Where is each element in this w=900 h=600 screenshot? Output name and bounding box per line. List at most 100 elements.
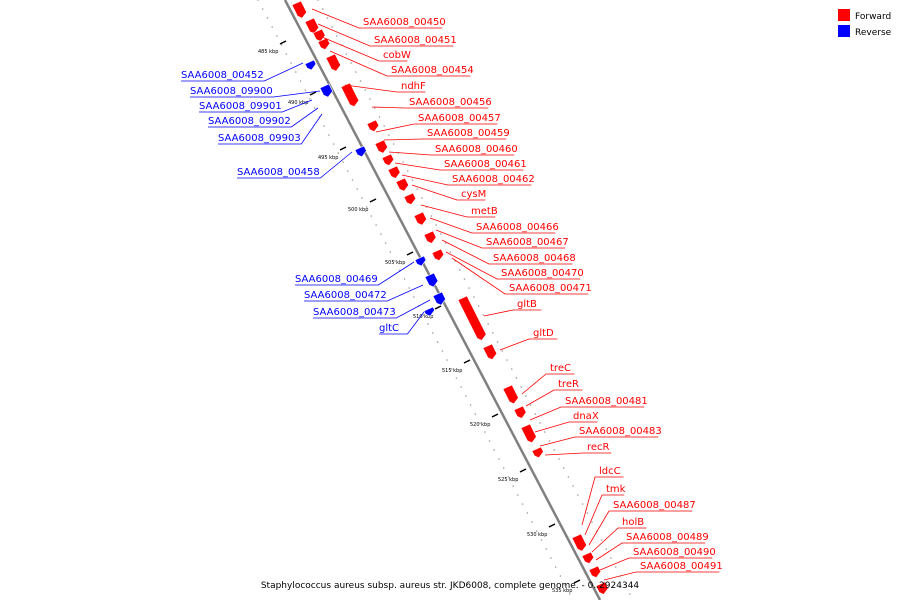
ruler-dot-left [261, 8, 264, 10]
label-leader [375, 123, 498, 133]
ruler-dot-right [473, 296, 475, 298]
ruler-dot-right [383, 125, 385, 127]
ruler-dot-left [351, 179, 354, 181]
ruler-dot-right [378, 116, 381, 118]
gene-label: dnaX [573, 411, 599, 422]
ruler-dot-right [317, 0, 319, 1]
ruler-dot-left [280, 44, 283, 46]
genome-caption: Staphylococcus aureus subsp. aureus str.… [261, 581, 640, 591]
gene-label: SAA6008_00452 [181, 70, 264, 81]
label-leader [401, 174, 532, 186]
label-leader [435, 229, 566, 249]
tick-mark [573, 579, 581, 584]
ruler-dot-left [550, 557, 552, 559]
ruler-dot-right [591, 521, 593, 523]
label-leader [208, 107, 319, 128]
forward-gene [520, 423, 537, 444]
gene-label: cobW [383, 50, 411, 61]
label-leader [237, 151, 353, 179]
ruler-dot-right [562, 467, 565, 469]
gene-label: SAA6008_00466 [476, 222, 559, 233]
legend: Forward Reverse [838, 9, 892, 38]
ruler-dot-right [544, 431, 546, 433]
ruler-dot-right [440, 233, 442, 235]
ruler-dot-right [515, 377, 518, 379]
label-leader [218, 113, 323, 145]
ruler-dot-left [295, 71, 297, 73]
gene-label: SAA6008_00457 [418, 113, 501, 124]
ruler-dot-left [337, 152, 340, 154]
ruler-dot-right [624, 584, 626, 586]
label-leader [313, 299, 431, 319]
ruler-dot-left [559, 575, 562, 577]
gene-label: SAA6008_09901 [199, 101, 282, 112]
gene-label: SAA6008_00471 [509, 283, 592, 294]
ruler-dot-left [346, 170, 349, 172]
ruler-dot-left [313, 107, 316, 109]
ruler-dot-left [507, 476, 510, 478]
ruler-dot-left [398, 269, 401, 271]
label-leader [411, 184, 486, 201]
ruler-dot-left [554, 566, 557, 568]
label-leader [388, 151, 515, 156]
ruler-dot-left [540, 539, 543, 541]
gene-label: SAA6008_00483 [579, 426, 662, 437]
ruler-dot-right [577, 494, 579, 496]
label-leader [603, 571, 720, 581]
forward-gene [291, 0, 307, 19]
ruler-dot-left [517, 494, 519, 496]
gene-label: SAA6008_00473 [313, 307, 396, 318]
gene-label: recR [587, 442, 610, 453]
ruler-dot-right [581, 503, 584, 505]
ruler-dot-left [413, 296, 415, 298]
label-leader [581, 476, 624, 526]
forward-gene [531, 446, 544, 459]
gene-label: SAA6008_00458 [237, 167, 320, 178]
ruler-dot-left [441, 350, 444, 352]
ruler-dot-left [266, 17, 269, 19]
ruler-dot-left [474, 413, 477, 415]
gene-label: SAA6008_00472 [304, 290, 387, 301]
ruler-dot-right [373, 107, 376, 109]
legend-label-reverse: Reverse [855, 28, 892, 38]
forward-gene [581, 551, 595, 564]
ruler-dot-right [369, 98, 371, 100]
ruler-dot-right [605, 548, 608, 550]
reverse-gene [354, 145, 367, 158]
ruler-dot-left [365, 206, 368, 208]
gene-label: gltC [379, 323, 399, 334]
tick-mark [491, 413, 499, 418]
reverse-gene [414, 255, 427, 267]
ruler-dot-left [479, 422, 481, 424]
tick-mark [519, 468, 527, 473]
gene-label: SAA6008_00469 [295, 274, 378, 285]
ruler-dot-left [512, 485, 514, 487]
legend-label-forward: Forward [855, 12, 891, 22]
ruler-dot-right [392, 143, 395, 145]
gene-label: SAA6008_00456 [409, 97, 492, 108]
label-leader [441, 239, 573, 265]
label-leader [429, 217, 556, 234]
ruler-dot-right [510, 368, 513, 370]
ruler-dot-right [435, 224, 437, 226]
gene-label: tmk [606, 484, 626, 495]
gene-label: gltD [533, 328, 554, 339]
ruler-dot-left [328, 134, 330, 136]
ruler-dot-right [421, 197, 423, 199]
ruler-dot-right [506, 359, 508, 361]
gene-label: SAA6008_09902 [208, 116, 291, 127]
ruler-dot-left [384, 242, 387, 244]
ruler-dot-left [290, 62, 292, 64]
gene-label: SAA6008_00460 [435, 144, 518, 155]
ruler-dot-left [460, 386, 462, 388]
ruler-dot-right [520, 386, 522, 388]
ruler-dot-left [446, 359, 448, 361]
forward-gene [423, 230, 437, 244]
ruler-dot-right [539, 422, 541, 424]
ruler-dot-right [572, 485, 574, 487]
ruler-dot-left [276, 35, 278, 37]
ruler-dot-left [535, 530, 538, 532]
label-leader [499, 338, 558, 351]
ruler-dot-left [436, 341, 439, 343]
gene-label: SAA6008_00489 [626, 532, 709, 543]
